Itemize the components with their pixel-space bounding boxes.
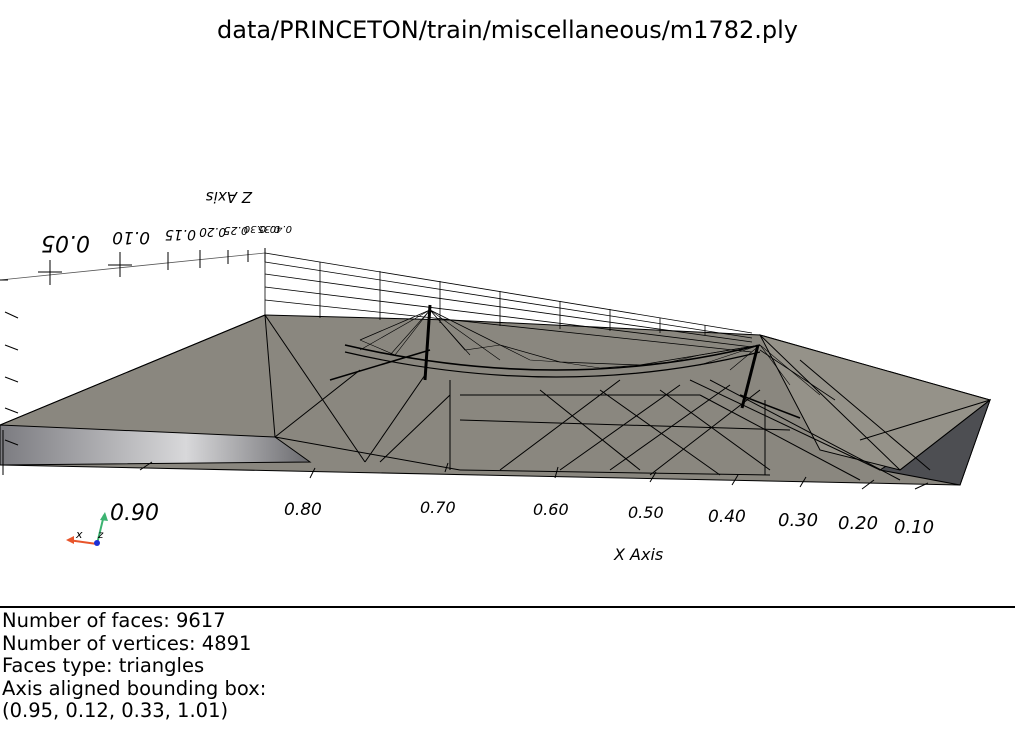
z-tick-labels: 0.05 0.10 0.15 0.20 0.25 0.30 0.35 0.40 … (41, 188, 292, 255)
x-tick-label: 0.60 (533, 500, 569, 519)
bbox-value: (0.95, 0.12, 0.33, 1.01) (2, 699, 229, 722)
x-tick-label: 0.90 (110, 501, 159, 526)
z-tick-label: 0.05 (41, 230, 90, 255)
mesh-surface (0, 314, 992, 486)
z-axis-ticks (0, 248, 266, 475)
orientation-widget[interactable]: x z (66, 512, 108, 546)
x-tick-label: 0.30 (778, 510, 818, 531)
z-axis-label: Z Axis (206, 188, 253, 206)
bbox-label: Axis aligned bounding box: (2, 676, 267, 700)
x-tick-labels: 0.90 0.80 0.70 0.60 0.50 0.40 0.30 0.20 … (110, 498, 934, 538)
faces-count: Number of faces: 9617 (2, 609, 226, 632)
x-tick-label: 0.20 (838, 513, 878, 534)
x-tick-label: 0.50 (628, 503, 664, 522)
orient-z-label: z (97, 530, 104, 541)
x-tick-label: 0.10 (894, 517, 934, 538)
z-tick-label: 0.15 (165, 226, 196, 242)
faces-type: Faces type: triangles (2, 654, 205, 677)
axis-grid (0, 252, 753, 353)
vertices-count: Number of vertices: 4891 (2, 631, 252, 655)
x-tick-label: 0.40 (708, 507, 746, 527)
mesh-info-panel: Number of faces: 9617 Number of vertices… (2, 609, 267, 723)
bridge-structure (329, 304, 836, 419)
info-separator (0, 606, 1015, 608)
z-tick-label: 0.20 (199, 225, 226, 239)
z-tick-label: 0.30 (244, 223, 266, 234)
mesh-edges (0, 314, 991, 481)
x-axis-label: X Axis (613, 545, 663, 564)
z-tick-label: 0.40 (270, 223, 292, 234)
z-tick-label: 0.35 (258, 223, 280, 234)
x-tick-label: 0.70 (420, 498, 456, 517)
3d-viewport[interactable]: 0.90 0.80 0.70 0.60 0.50 0.40 0.30 0.20 … (0, 0, 1015, 600)
file-title: data/PRINCETON/train/miscellaneous/m1782… (217, 16, 798, 44)
orient-x-label: x (75, 528, 83, 541)
x-tick-label: 0.80 (284, 500, 322, 520)
z-tick-label: 0.10 (112, 227, 150, 247)
z-tick-label: 0.25 (224, 224, 249, 237)
x-axis-ticks (139, 461, 929, 490)
